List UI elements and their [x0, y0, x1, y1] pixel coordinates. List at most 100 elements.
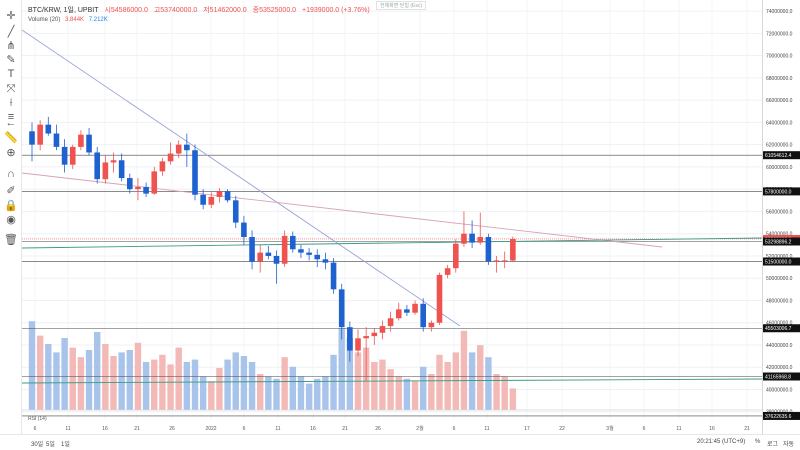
- text-icon[interactable]: T: [7, 68, 15, 80]
- crosshair-icon[interactable]: ✛: [6, 9, 16, 22]
- percent-toggle[interactable]: %: [755, 439, 761, 445]
- symbol-title[interactable]: BTC/KRW, 1일, UPBIT: [28, 7, 99, 14]
- x-tick-label: 16: [310, 426, 316, 432]
- candle-body: [45, 124, 52, 134]
- volume-bar: [85, 350, 93, 410]
- volume-bar: [224, 359, 231, 410]
- candle-body: [273, 255, 280, 264]
- prediction-icon[interactable]: ⟊: [9, 96, 13, 109]
- volume-bar: [485, 357, 492, 410]
- open-value: 시54586000.0: [104, 7, 148, 14]
- range-1d[interactable]: 1일: [61, 442, 70, 448]
- volume-bar: [45, 344, 52, 410]
- high-value: 고53740000.0: [153, 7, 198, 14]
- close-value: 종53525000.0: [252, 7, 297, 14]
- candle-body: [493, 260, 500, 262]
- trash-icon[interactable]: 🗑: [4, 233, 18, 246]
- downtrend-line: [22, 29, 461, 327]
- range-30d[interactable]: 30일: [31, 442, 44, 448]
- volume-bar: [346, 338, 354, 410]
- y-ticks: 38000000.040000000.042000000.044000000.0…: [766, 9, 793, 416]
- volume-label[interactable]: Volume (20): [28, 17, 61, 23]
- volume-trend-line: [22, 378, 762, 384]
- fork-icon[interactable]: ⋔: [6, 39, 16, 52]
- volume-bar: [452, 352, 459, 410]
- candle-body: [355, 338, 361, 351]
- candle-body: [241, 222, 247, 238]
- range-5d[interactable]: 5일: [46, 442, 55, 448]
- candle-body: [175, 144, 182, 154]
- price-label-badge: [763, 237, 800, 246]
- fullscreen-hint: 전체화면 닫힘 (Esc): [376, 1, 427, 10]
- candle-body: [151, 171, 158, 194]
- candle-body: [159, 161, 166, 172]
- trendline-icon[interactable]: ╱: [7, 25, 15, 38]
- log-toggle[interactable]: 로그: [767, 442, 779, 448]
- candle-body: [453, 243, 459, 269]
- pattern-icon[interactable]: ⤧: [6, 82, 16, 95]
- candle-body: [387, 318, 394, 327]
- candle-body: [338, 289, 345, 328]
- y-tick-label: 74000000.0: [766, 9, 793, 15]
- candle-body: [192, 150, 198, 195]
- candle-body: [110, 160, 117, 163]
- candle-body: [306, 252, 312, 255]
- candle-body: [290, 235, 296, 250]
- volume-ma-value: 7.212K: [88, 17, 108, 23]
- ruler-icon[interactable]: 📏: [4, 131, 18, 144]
- zoom-in-icon[interactable]: ⊕: [6, 146, 16, 159]
- x-tick-label: 26: [169, 426, 175, 432]
- fib-icon[interactable]: ≡: [7, 111, 15, 123]
- y-tick-label: 62000000.0: [766, 143, 793, 149]
- volume-bar: [420, 366, 427, 410]
- y-tick-label: 42000000.0: [766, 365, 793, 371]
- volume-bar: [338, 328, 345, 410]
- candle-body: [477, 237, 484, 243]
- y-tick-label: 66000000.0: [766, 98, 793, 104]
- x-tick-label: 26: [375, 426, 381, 432]
- auto-toggle[interactable]: 자동: [783, 442, 795, 448]
- candle-body: [86, 134, 92, 153]
- lock-icon[interactable]: 🔒: [4, 199, 18, 212]
- magnet-icon[interactable]: ∩: [7, 168, 15, 180]
- volume-bar: [102, 344, 109, 410]
- price-label-badge: [763, 411, 800, 420]
- x-tick-label: 16: [709, 426, 715, 432]
- volume-bar: [387, 369, 394, 410]
- volume-bar: [77, 357, 85, 410]
- trend-lines: [22, 29, 762, 384]
- candle-body: [347, 327, 353, 351]
- eye-icon[interactable]: ◉: [6, 213, 16, 226]
- candle-body: [232, 200, 239, 223]
- price-chart[interactable]: 6 11 16 21 26 2022 6 11 16 21 26 2월 6 11 17 22 3월 6 11 16 21: [22, 0, 762, 434]
- price-labels: 61054612.457800000.053525000.053298896.2…: [763, 151, 800, 420]
- clock: 20:21:45 (UTC+9): [697, 439, 746, 445]
- y-tick-label: 48000000.0: [766, 298, 793, 304]
- y-tick-label: 72000000.0: [766, 31, 793, 37]
- candle-body: [167, 153, 174, 162]
- volume-bar: [232, 352, 239, 410]
- candle-body: [444, 268, 451, 275]
- volume-bar: [142, 362, 150, 410]
- volume-bar: [240, 356, 248, 410]
- candle-body: [102, 162, 109, 180]
- candle-body: [485, 237, 492, 262]
- candle-body: [118, 160, 125, 179]
- pencil-lock-icon[interactable]: ✐: [6, 184, 16, 197]
- y-tick-label: 40000000.0: [766, 387, 793, 393]
- back-arrow-icon[interactable]: ←: [5, 117, 17, 129]
- x-tick-label: 6: [243, 426, 246, 432]
- candle-body: [469, 233, 475, 243]
- rsi-label[interactable]: RSI (14): [28, 416, 47, 422]
- candle-body: [281, 235, 288, 264]
- y-tick-label: 44000000.0: [766, 343, 793, 349]
- volume-bar: [403, 378, 411, 410]
- volume-bars: [22, 321, 762, 411]
- candle-body: [510, 238, 516, 261]
- volume-bar: [477, 345, 484, 410]
- volume-bar: [248, 362, 256, 410]
- brush-icon[interactable]: ✎: [6, 53, 16, 66]
- price-scale[interactable]: 38000000.040000000.042000000.044000000.0…: [762, 0, 800, 434]
- volume-bar: [167, 364, 174, 410]
- volume-bar: [281, 357, 288, 410]
